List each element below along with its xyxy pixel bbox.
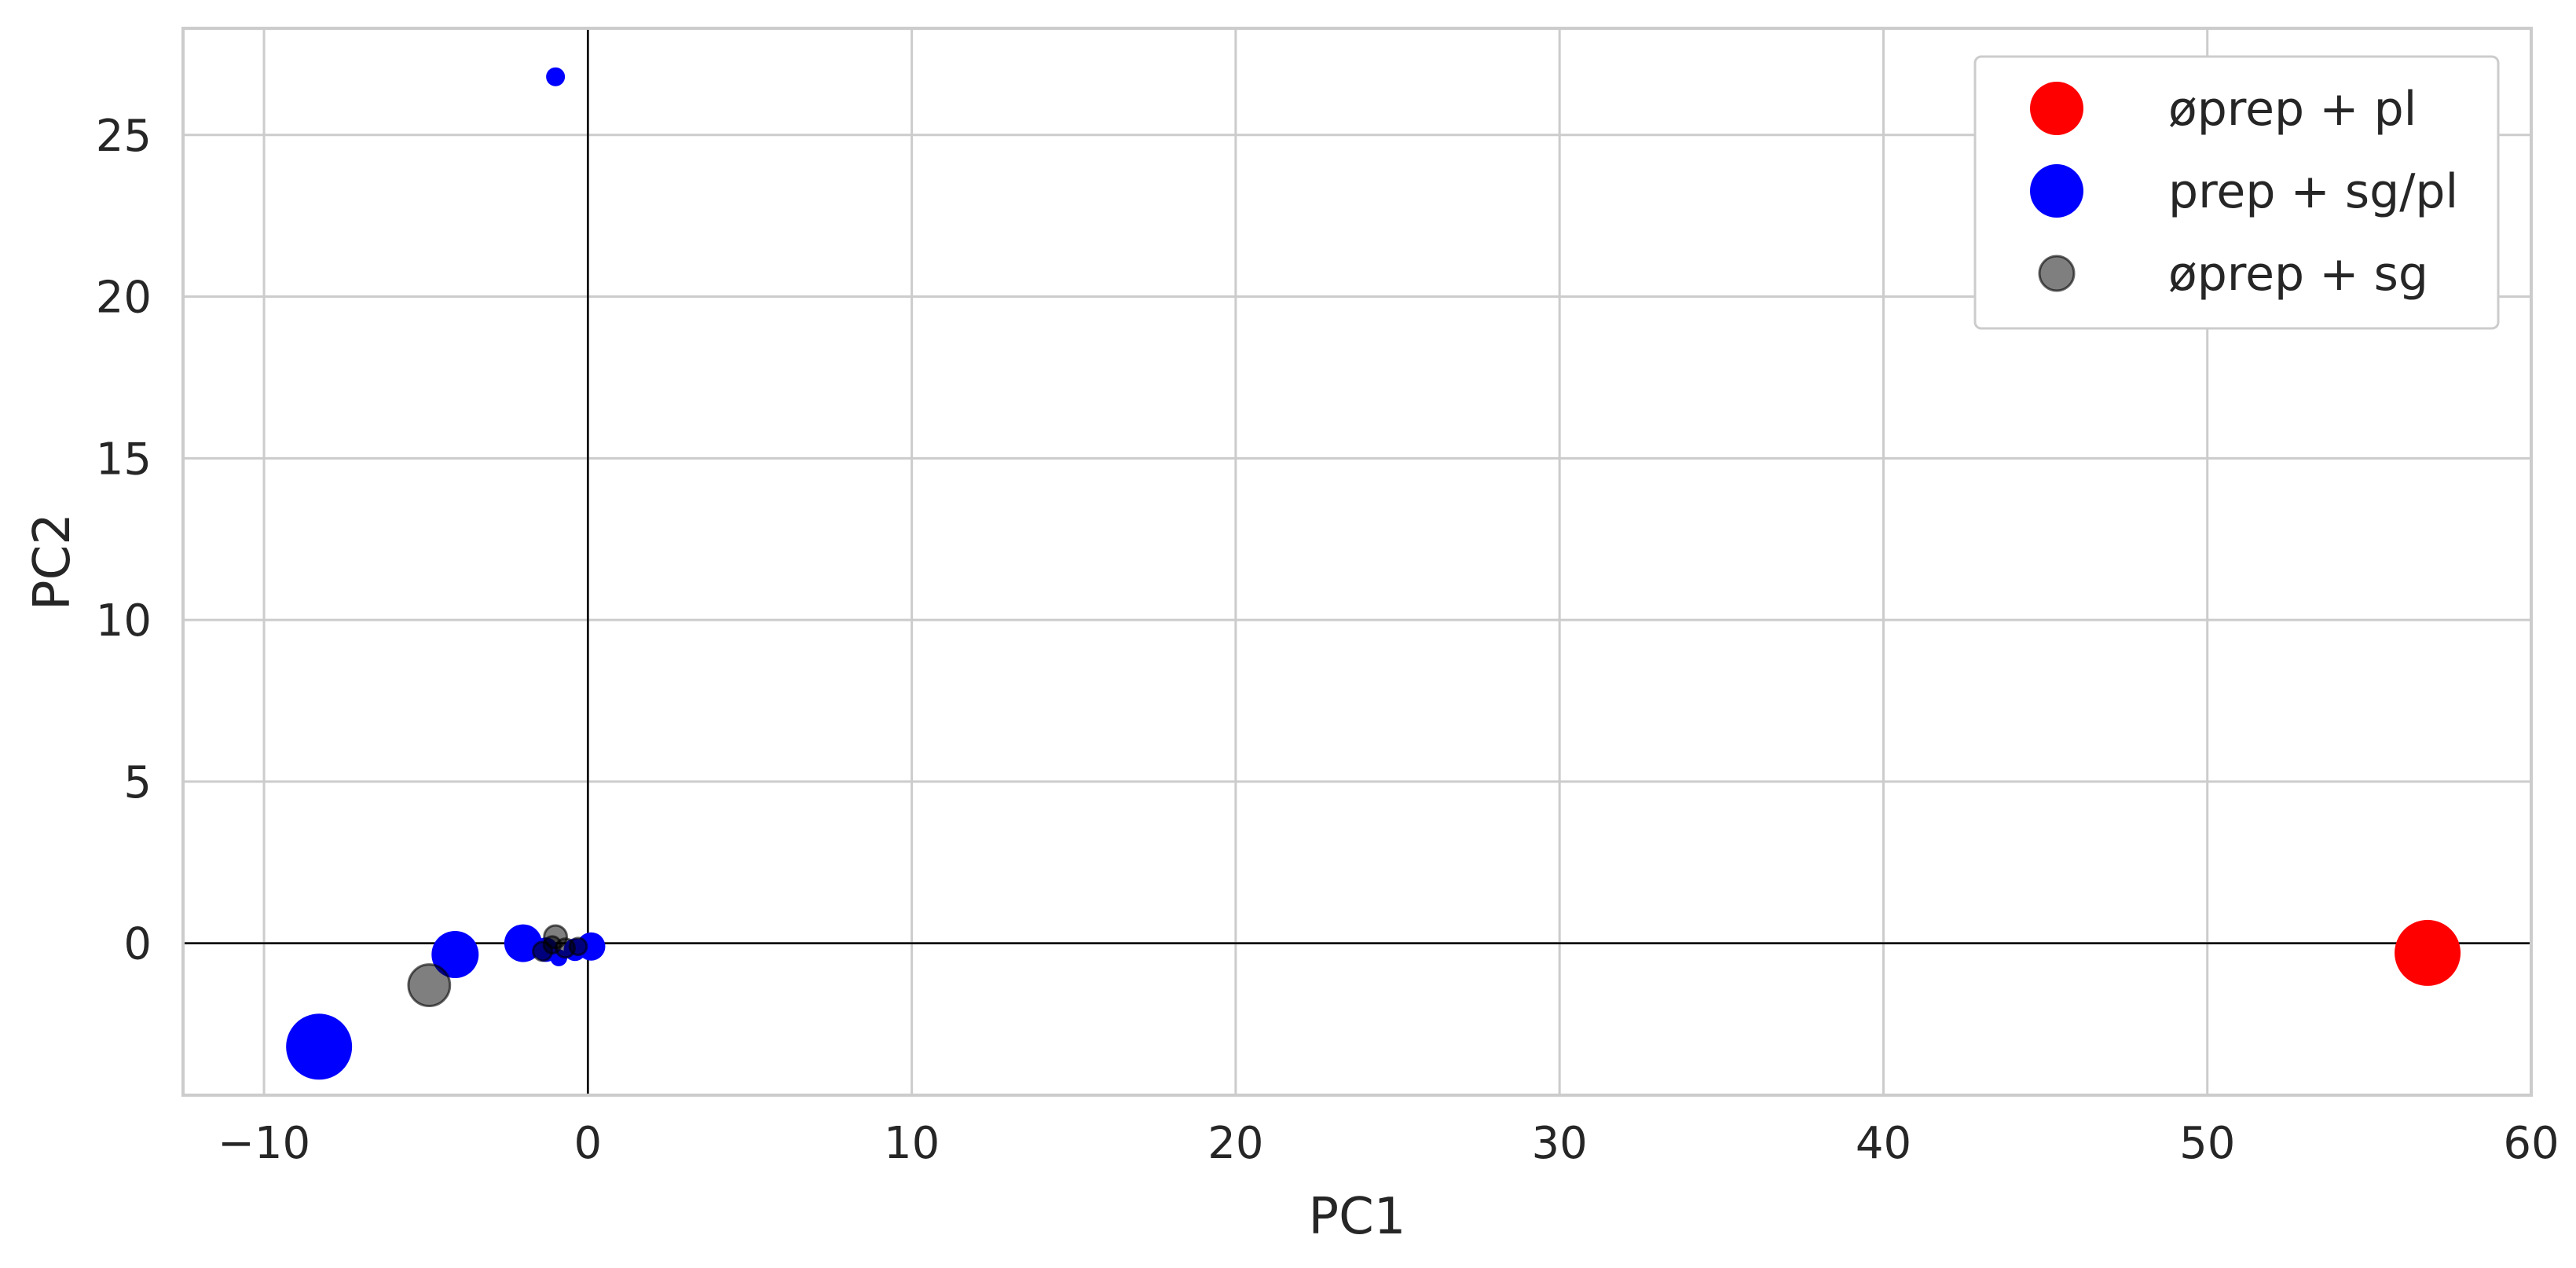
data-point: [407, 963, 452, 1007]
x-tick-label: 20: [1207, 1118, 1263, 1169]
y-tick-labels: 0 5 10 15 20 25: [96, 111, 152, 970]
plot-frame: [181, 27, 2533, 1097]
data-point: [568, 936, 588, 957]
data-point: [546, 67, 566, 86]
y-tick-label: 15: [96, 434, 152, 485]
x-tick-label: 10: [884, 1118, 940, 1169]
legend-label: øprep + pl: [2168, 82, 2417, 137]
y-axis-label: PC2: [24, 513, 82, 610]
legend-marker: [2030, 82, 2083, 135]
x-tick-labels: −10 0 10 20 30 40 50 60: [218, 1118, 2560, 1169]
x-axis-label: PC1: [1309, 1188, 1406, 1246]
x-tick-label: 40: [1856, 1118, 1911, 1169]
legend-label: øprep + sg: [2168, 247, 2428, 302]
x-tick-label: 0: [574, 1118, 603, 1169]
y-tick-label: 20: [96, 273, 152, 324]
y-tick-label: 5: [123, 757, 152, 808]
data-point: [2395, 919, 2461, 986]
y-tick-label: 10: [96, 596, 152, 647]
legend-frame: [1973, 55, 2500, 330]
data-point: [286, 1013, 353, 1080]
legend-marker: [2030, 164, 2083, 218]
x-tick-label: 30: [1532, 1118, 1588, 1169]
x-tick-label: 60: [2503, 1118, 2559, 1169]
x-tick-label: −10: [218, 1118, 310, 1169]
legend-label: prep + sg/pl: [2168, 164, 2458, 219]
x-tick-label: 50: [2179, 1118, 2235, 1169]
legend-marker: [2038, 255, 2076, 292]
y-tick-label: 25: [96, 111, 152, 162]
scatter-points: [286, 67, 2461, 1080]
data-point: [542, 935, 562, 955]
y-tick-label: 0: [123, 919, 152, 970]
data-point: [431, 930, 479, 978]
legend: øprep + pl prep + sg/pl øprep + sg: [1973, 55, 2500, 330]
